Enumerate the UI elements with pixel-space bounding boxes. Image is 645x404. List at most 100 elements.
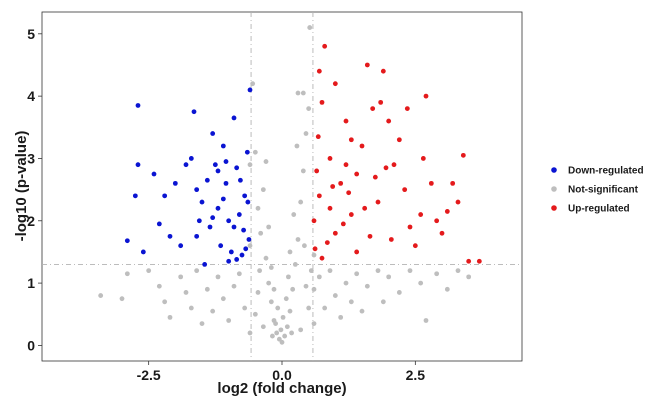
data-point [338, 314, 344, 320]
data-point [444, 286, 450, 292]
data-point [402, 187, 408, 193]
data-point [307, 25, 313, 30]
data-point [135, 162, 141, 168]
data-point [354, 271, 360, 277]
data-point [98, 293, 104, 298]
y-tick-label: 3 [27, 150, 35, 166]
data-point [332, 81, 338, 87]
legend-item-not-significant: Not-significant [551, 185, 639, 196]
data-point [354, 249, 360, 255]
y-tick-label: 5 [27, 26, 35, 42]
data-point [151, 171, 157, 177]
data-point [275, 305, 281, 311]
data-point [260, 187, 266, 193]
data-point [207, 224, 213, 230]
data-point [228, 249, 234, 255]
data-point [196, 218, 202, 224]
data-point [244, 149, 250, 155]
data-point [268, 299, 274, 305]
legend-label: Not-significant [568, 185, 639, 196]
data-point [396, 137, 402, 143]
data-point [316, 274, 322, 280]
data-point [194, 187, 200, 193]
data-point [234, 165, 240, 171]
data-point [215, 274, 221, 280]
data-point [178, 274, 184, 280]
series-up-regulated [311, 43, 482, 264]
data-point [210, 308, 216, 314]
x-tick-label: -2.5 [137, 367, 161, 383]
data-point [226, 218, 232, 224]
data-point [202, 262, 208, 267]
data-point [183, 290, 189, 295]
data-point [247, 87, 253, 93]
data-point [289, 330, 294, 336]
data-point [439, 230, 445, 236]
data-point [300, 90, 306, 96]
data-point [266, 280, 272, 286]
data-point [302, 243, 307, 249]
data-point [466, 258, 472, 264]
data-point [364, 62, 370, 68]
legend-label: Up-regulated [568, 204, 630, 215]
data-point [282, 333, 288, 339]
x-tick-label: 0.0 [272, 367, 292, 383]
data-point [270, 333, 275, 339]
data-point [404, 106, 410, 111]
x-axis-title: log2 (fold change) [217, 380, 346, 397]
data-point [311, 252, 317, 258]
data-point [391, 162, 397, 168]
data-point [124, 238, 130, 244]
data-point [407, 268, 413, 274]
data-point [327, 205, 333, 211]
data-point [314, 168, 320, 174]
data-point [273, 321, 278, 327]
data-point [298, 199, 304, 205]
data-point [319, 255, 325, 261]
data-point [140, 249, 146, 255]
data-point [284, 324, 290, 330]
legend-item-up-regulated: Up-regulated [551, 204, 630, 215]
data-point [412, 243, 418, 249]
data-point [191, 109, 197, 115]
data-point [266, 224, 272, 230]
data-point [247, 162, 253, 168]
data-point [338, 180, 344, 186]
data-point [380, 299, 386, 305]
data-point [220, 143, 226, 149]
data-point [303, 131, 309, 136]
data-point [450, 180, 456, 186]
data-point [238, 177, 243, 183]
data-point [364, 283, 370, 289]
data-point [212, 162, 218, 168]
data-point [188, 156, 194, 161]
data-point [215, 168, 221, 174]
data-point [263, 255, 269, 261]
data-point [119, 296, 125, 302]
data-point [292, 262, 298, 267]
data-point [312, 246, 318, 252]
data-point [294, 143, 300, 149]
data-point [210, 215, 216, 221]
data-point [423, 93, 429, 99]
data-point [346, 190, 352, 196]
data-point [332, 230, 338, 236]
data-point [434, 218, 440, 224]
y-axis-title: -log10 (p-value) [13, 131, 30, 242]
data-point [146, 268, 152, 274]
data-point [303, 283, 309, 289]
data-point [367, 233, 373, 239]
data-point [263, 159, 269, 164]
plot-panel [41, 11, 523, 362]
data-point [327, 156, 333, 161]
data-point [210, 131, 216, 136]
data-point [362, 205, 368, 211]
data-point [199, 321, 205, 327]
data-point [223, 159, 229, 164]
data-point [375, 199, 381, 205]
series-down-regulated [124, 87, 253, 267]
data-point [156, 221, 162, 227]
data-point [188, 305, 194, 311]
data-point [252, 149, 258, 155]
